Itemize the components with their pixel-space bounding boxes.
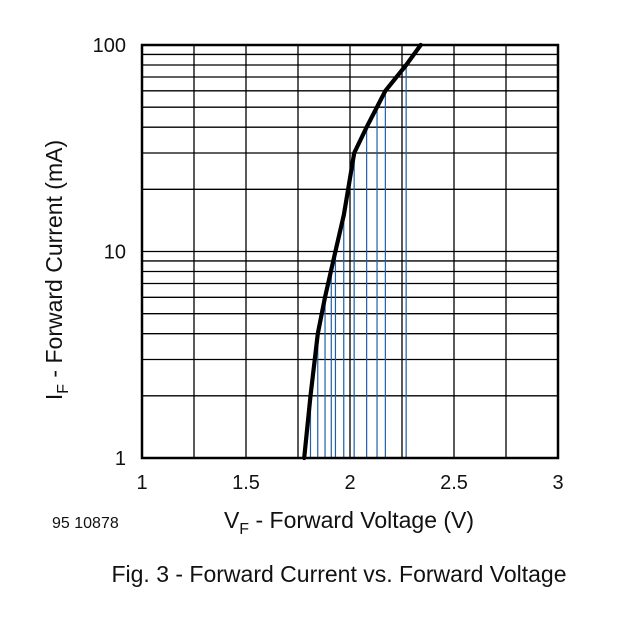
y-axis-label-sub: F (55, 384, 72, 394)
series-line (302, 42, 423, 461)
x-tick-label: 2 (344, 472, 355, 494)
drop-lines (309, 65, 407, 458)
x-axis-label-main: V (224, 507, 240, 533)
y-tick-label: 100 (93, 35, 126, 57)
x-axis-label-rest: - Forward Voltage (V) (249, 507, 474, 533)
figure-caption: Fig. 3 - Forward Current vs. Forward Vol… (111, 561, 566, 587)
document-number: 95 10878 (52, 515, 119, 532)
tick-labels: 1 1.5 2 2.5 3 1 10 100 (93, 35, 564, 494)
y-tick-label: 1 (115, 448, 126, 470)
grid-lines (142, 45, 558, 458)
y-axis-label-main: I (41, 394, 67, 400)
y-tick-label: 10 (104, 242, 126, 264)
x-axis-label-sub: F (239, 521, 249, 538)
x-tick-label: 2.5 (440, 472, 468, 494)
y-axis-label-rest: - Forward Current (mA) (41, 140, 67, 384)
x-tick-label: 1 (136, 472, 147, 494)
series-layer (302, 42, 423, 461)
plot-frame (140, 43, 560, 460)
x-tick-label: 1.5 (232, 472, 260, 494)
x-axis-label: VF - Forward Voltage (V) (224, 507, 474, 538)
x-tick-label: 3 (552, 472, 563, 494)
y-axis-label: IF - Forward Current (mA) (41, 140, 72, 400)
